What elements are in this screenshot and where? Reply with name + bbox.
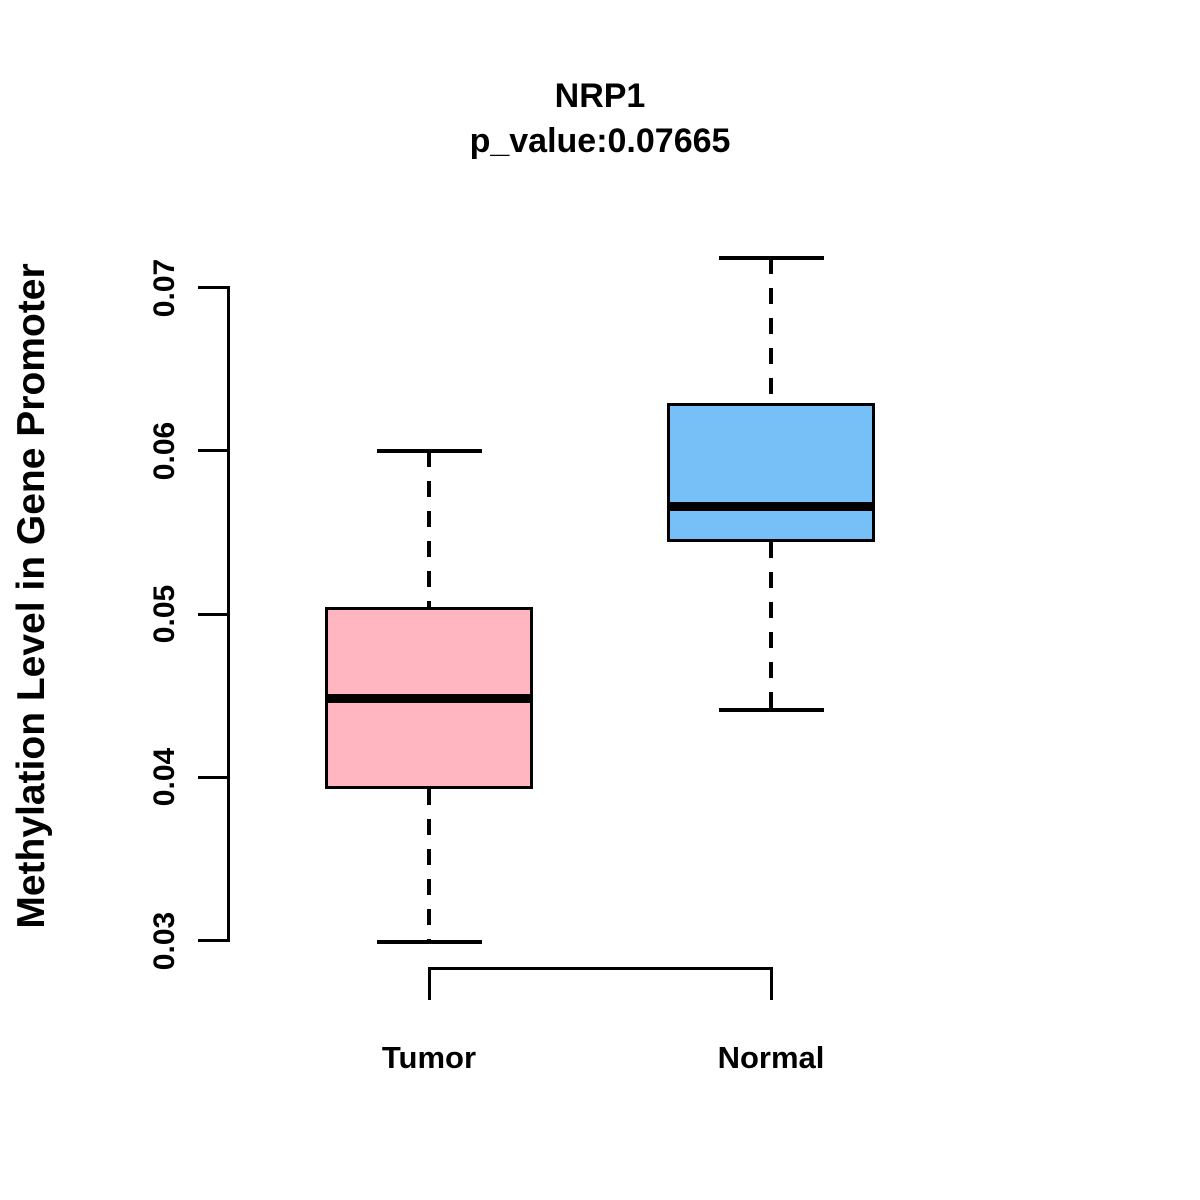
y-axis-tick-label: 0.03 — [148, 911, 181, 970]
y-axis-tick — [198, 775, 227, 779]
normal-upper-whisker-line — [769, 258, 773, 404]
x-axis-tick — [769, 967, 773, 1000]
y-axis-tick — [198, 286, 227, 289]
tumor-lower-whisker-cap — [376, 940, 482, 945]
y-axis-tick — [198, 449, 227, 453]
y-axis-tick-label: 0.07 — [148, 258, 181, 317]
normal-lower-whisker-line — [769, 542, 773, 711]
tumor-upper-whisker-line — [427, 450, 431, 608]
normal-upper-whisker-cap — [718, 256, 824, 261]
x-axis-tick — [427, 967, 431, 1000]
chart-title-block: NRP1 p_value:0.07665 — [200, 74, 1000, 164]
y-axis-title: Methylation Level in Gene Promoter — [10, 263, 53, 929]
gene-title: NRP1 — [554, 77, 646, 115]
y-axis-tick — [198, 612, 227, 616]
y-axis-tick-label: 0.04 — [148, 748, 181, 807]
x-axis-tick-label: Tumor — [381, 1040, 477, 1075]
normal-median-line — [667, 501, 875, 511]
y-axis-tick-label: 0.06 — [148, 421, 181, 480]
tumor-upper-whisker-cap — [376, 448, 482, 453]
x-axis-line — [429, 967, 771, 970]
p-value-subtitle: p_value:0.07665 — [469, 122, 731, 160]
normal-box — [667, 403, 875, 543]
y-axis-tick-label: 0.05 — [148, 584, 181, 644]
x-axis-tick-label: Normal — [717, 1040, 825, 1075]
normal-lower-whisker-cap — [718, 708, 824, 713]
y-axis-tick — [198, 939, 227, 942]
tumor-median-line — [325, 694, 533, 704]
y-axis-line — [227, 286, 230, 942]
tumor-lower-whisker-line — [427, 788, 431, 943]
